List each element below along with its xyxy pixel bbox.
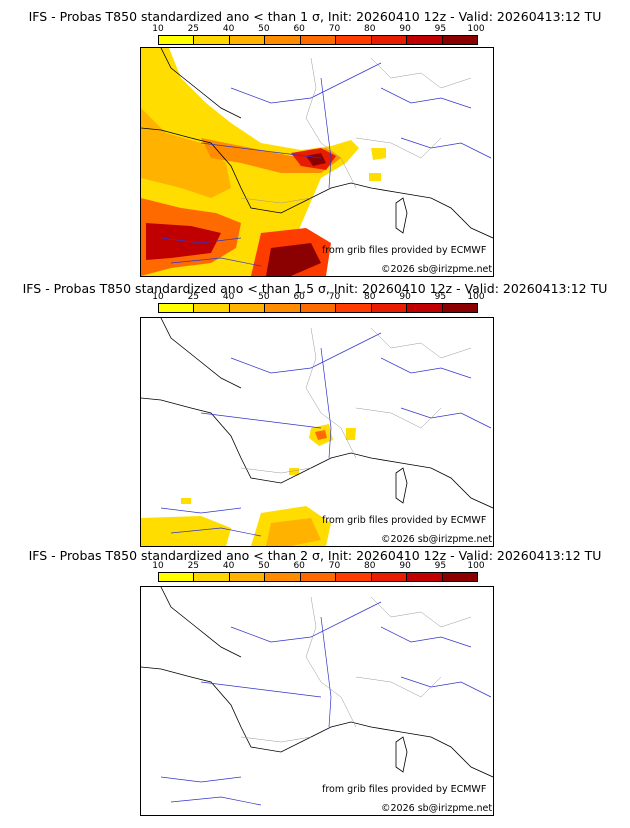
- colorbar-ticks: 10 25 40 50 60 70 80 90 95 100: [152, 292, 484, 302]
- colorbar-segment: [229, 36, 266, 44]
- tick-label: 95: [434, 561, 447, 571]
- tick-label: 40: [222, 561, 235, 571]
- rivers: [160, 601, 492, 806]
- coastline: [160, 48, 242, 119]
- tick-label: 25: [187, 292, 200, 302]
- colorbar-segment: [229, 573, 266, 581]
- source-credit: from grib files provided by ECMWF: [322, 784, 487, 795]
- rivers: [160, 62, 492, 267]
- tick-label: 60: [293, 292, 305, 302]
- colorbar-segment: [371, 573, 408, 581]
- colorbar-segment: [442, 36, 477, 44]
- colorbar: [158, 572, 478, 582]
- colorbar-ticks: 10 25 40 50 60 70 80 90 95 100: [152, 24, 484, 34]
- probability-field: [141, 424, 356, 546]
- tick-label: 50: [258, 561, 270, 571]
- tick-label: 80: [364, 292, 376, 302]
- tick-label: 10: [152, 292, 164, 302]
- copyright-credit: ©2026 sb@irizpme.net: [381, 264, 493, 275]
- colorbar-segment: [336, 573, 372, 581]
- colorbar-segment: [336, 36, 372, 44]
- panel-title: IFS - Probas T850 standardized ano < tha…: [28, 9, 602, 24]
- colorbar-segment: [300, 304, 337, 312]
- coastline: [141, 397, 493, 509]
- colorbar-segment: [371, 36, 408, 44]
- tick-label: 50: [258, 24, 270, 34]
- colorbar-segment: [300, 573, 337, 581]
- tick-label: 60: [293, 24, 305, 34]
- colorbar-segment: [442, 304, 477, 312]
- tick-label: 40: [222, 292, 235, 302]
- tick-label: 80: [364, 561, 376, 571]
- tick-label: 90: [399, 292, 411, 302]
- tick-label: 95: [434, 24, 447, 34]
- colorbar-segment: [159, 304, 195, 312]
- probability-map: from grib files provided by ECMWF ©2026 …: [140, 586, 494, 816]
- tick-label: 10: [152, 561, 164, 571]
- colorbar-segment: [194, 304, 230, 312]
- tick-label: 90: [399, 24, 411, 34]
- tick-label: 70: [328, 292, 341, 302]
- colorbar-segment: [407, 573, 443, 581]
- panel-title: IFS - Probas T850 standardized ano < tha…: [28, 548, 602, 563]
- coastline: [395, 736, 408, 773]
- colorbar-segment: [371, 304, 408, 312]
- tick-label: 25: [187, 561, 200, 571]
- probability-map: from grib files provided by ECMWF ©2026 …: [140, 47, 494, 277]
- source-credit: from grib files provided by ECMWF: [322, 515, 487, 526]
- tick-label: 95: [434, 292, 447, 302]
- colorbar-segment: [442, 573, 477, 581]
- colorbar-segment: [407, 36, 443, 44]
- tick-label: 100: [467, 561, 485, 571]
- copyright-credit: ©2026 sb@irizpme.net: [381, 803, 493, 814]
- colorbar: [158, 303, 478, 313]
- coastline: [395, 197, 408, 234]
- borders: [240, 57, 472, 204]
- tick-label: 100: [467, 292, 485, 302]
- tick-label: 40: [222, 24, 235, 34]
- probability-map: from grib files provided by ECMWF ©2026 …: [140, 317, 494, 547]
- tick-label: 25: [187, 24, 200, 34]
- tick-label: 80: [364, 24, 376, 34]
- tick-label: 60: [293, 561, 305, 571]
- tick-label: 70: [328, 561, 341, 571]
- rivers: [160, 332, 492, 537]
- colorbar-segment: [336, 304, 372, 312]
- probability-field: [141, 48, 386, 276]
- copyright-credit: ©2026 sb@irizpme.net: [381, 534, 493, 545]
- colorbar-segment: [300, 36, 337, 44]
- coastline: [160, 318, 242, 389]
- coastline: [395, 467, 408, 504]
- colorbar-segment: [407, 304, 443, 312]
- colorbar-segment: [159, 36, 195, 44]
- coastline: [160, 587, 242, 658]
- tick-label: 10: [152, 24, 164, 34]
- colorbar-segment: [265, 304, 301, 312]
- colorbar-segment: [159, 573, 195, 581]
- colorbar-segment: [194, 36, 230, 44]
- tick-label: 70: [328, 24, 341, 34]
- colorbar-segment: [229, 304, 266, 312]
- coastline: [141, 666, 493, 778]
- colorbar: [158, 35, 478, 45]
- colorbar-ticks: 10 25 40 50 60 70 80 90 95 100: [152, 561, 484, 571]
- tick-label: 100: [467, 24, 485, 34]
- colorbar-segment: [265, 36, 301, 44]
- colorbar-segment: [194, 573, 230, 581]
- borders: [240, 596, 472, 743]
- panel-title: IFS - Probas T850 standardized ano < tha…: [22, 281, 608, 296]
- tick-label: 90: [399, 561, 411, 571]
- tick-label: 50: [258, 292, 270, 302]
- borders: [240, 327, 472, 474]
- colorbar-segment: [265, 573, 301, 581]
- source-credit: from grib files provided by ECMWF: [322, 245, 487, 256]
